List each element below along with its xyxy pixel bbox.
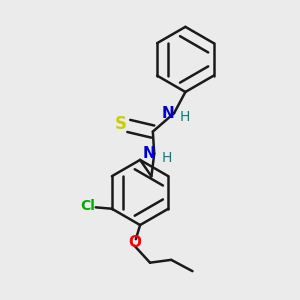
Text: H: H — [162, 151, 172, 165]
Text: S: S — [115, 115, 127, 133]
Text: O: O — [128, 235, 141, 250]
Text: N: N — [161, 106, 174, 121]
Text: H: H — [180, 110, 190, 124]
Text: N: N — [143, 146, 155, 161]
Text: Cl: Cl — [80, 199, 95, 213]
